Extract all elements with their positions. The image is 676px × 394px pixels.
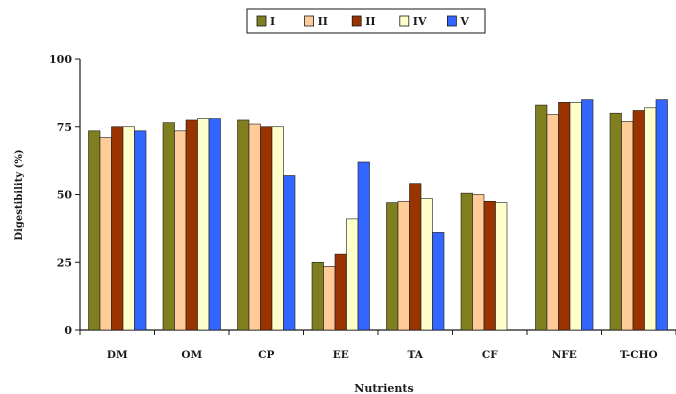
bar: [581, 99, 594, 331]
bar: [609, 112, 622, 331]
bar: [632, 110, 645, 331]
bar: [283, 175, 296, 331]
bar: [546, 114, 559, 331]
bar: [208, 118, 221, 331]
legend: I II II IV V: [246, 8, 486, 34]
bar: [472, 194, 485, 331]
bar: [621, 121, 634, 331]
bar: [323, 266, 336, 331]
bar: [432, 232, 445, 331]
bar: [535, 104, 548, 331]
bar: [420, 198, 433, 331]
x-axis: DM OM CP EE TA CF NFE T-CHO: [79, 329, 676, 361]
x-tick-label: EE: [333, 349, 349, 361]
bar: [122, 126, 135, 331]
x-axis-label: Nutrients: [354, 382, 413, 394]
legend-swatch: [351, 15, 362, 27]
legend-label: IV: [413, 15, 427, 28]
legend-label: II: [318, 15, 328, 28]
x-tick-label: TA: [408, 349, 424, 361]
x-tick-label: CP: [258, 349, 274, 361]
bar: [271, 126, 284, 331]
legend-box: [246, 8, 486, 34]
bar: [185, 119, 198, 331]
bar: [483, 200, 496, 331]
y-axis-label: Digestibility (%): [14, 149, 25, 240]
bar: [162, 122, 175, 331]
bar: [495, 202, 508, 331]
legend-swatch: [399, 15, 410, 27]
x-tick-label: NFE: [552, 349, 577, 361]
bar: [644, 107, 657, 331]
bar: [237, 119, 250, 331]
bar: [248, 123, 261, 331]
legend-label: V: [459, 15, 469, 28]
bar: [334, 253, 347, 331]
bar: [99, 137, 112, 331]
bar: [174, 130, 187, 331]
bar: [260, 126, 273, 331]
legend-swatch: [256, 15, 267, 27]
bar: [134, 130, 147, 331]
y-tick-label: 25: [57, 256, 72, 269]
bars: [88, 99, 668, 331]
bar: [197, 118, 210, 331]
bar: [386, 202, 399, 331]
bar: [409, 183, 422, 331]
y-tick-label: 0: [64, 324, 72, 337]
legend-swatch: [446, 15, 457, 27]
legend-label: I: [270, 15, 275, 28]
x-tick-label: OM: [181, 349, 202, 361]
x-tick-label: CF: [482, 349, 498, 361]
y-axis: 0 25 50 75 100: [49, 53, 81, 337]
legend-label: II: [365, 15, 375, 28]
bar: [357, 161, 370, 331]
bar: [460, 192, 473, 331]
bar: [111, 126, 124, 331]
legend-swatch: [304, 15, 315, 27]
x-tick-label: DM: [107, 349, 128, 361]
x-tick-label: T-CHO: [620, 349, 658, 361]
bar: [88, 130, 101, 331]
bar: [397, 200, 410, 331]
bar: [569, 102, 582, 331]
y-tick-label: 75: [57, 121, 72, 134]
y-tick-label: 50: [57, 189, 73, 202]
y-tick-label: 100: [49, 53, 72, 66]
bar: [311, 261, 324, 331]
bar: [655, 99, 668, 331]
bar: [558, 102, 571, 331]
bar: [346, 218, 359, 331]
